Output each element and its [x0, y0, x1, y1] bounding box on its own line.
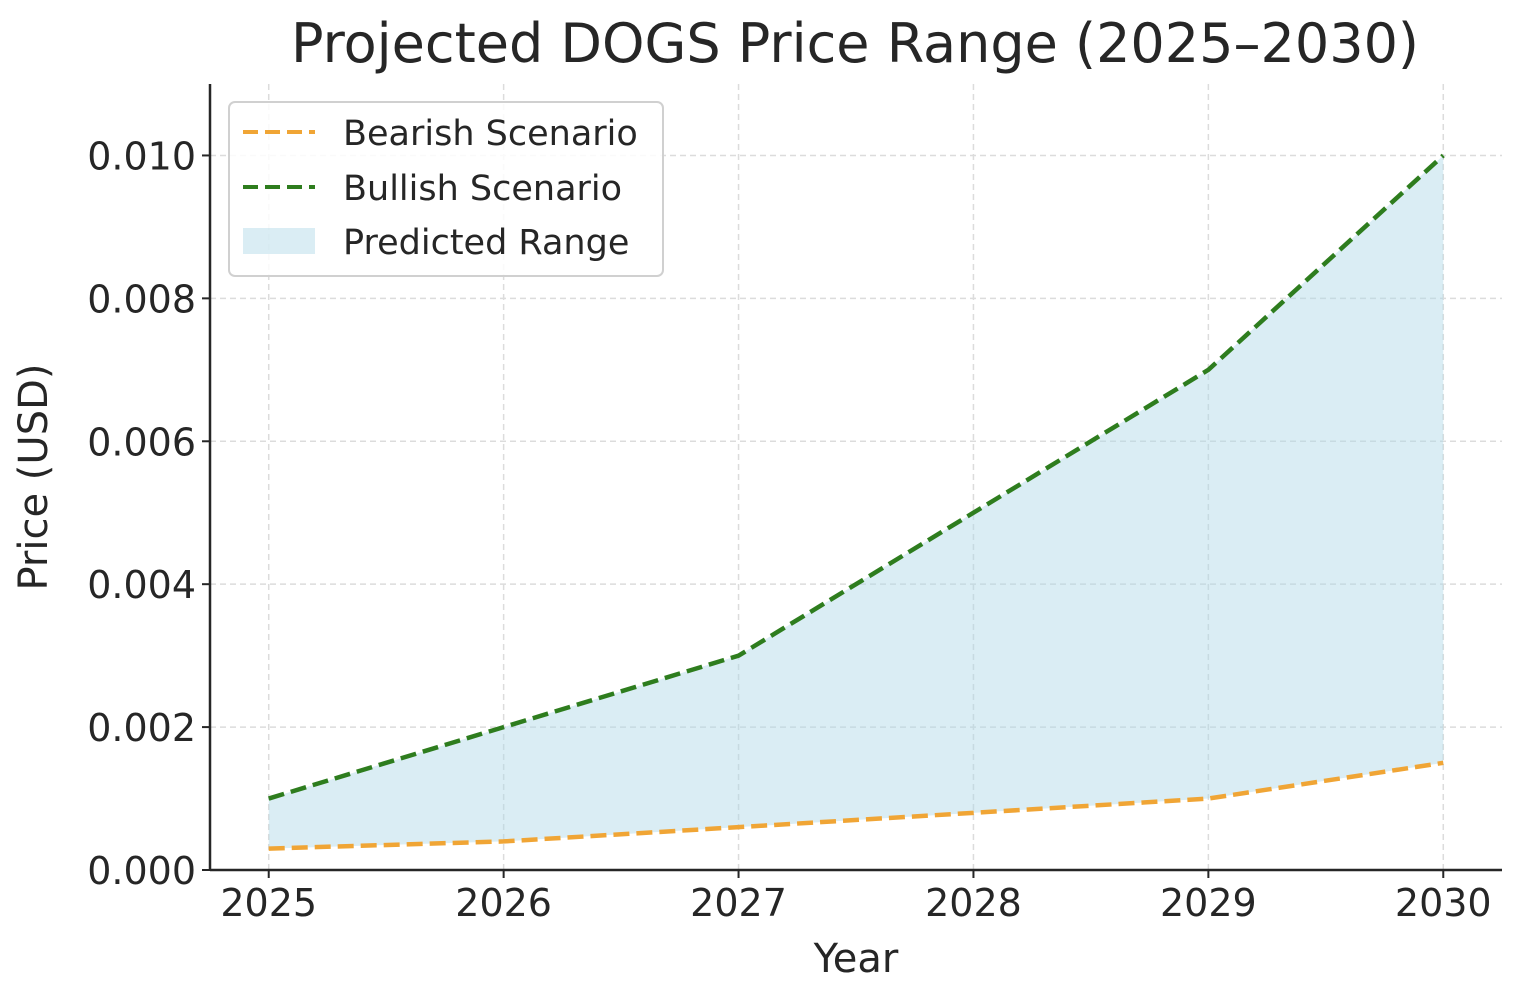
y-tick-label: 0.002: [87, 706, 196, 750]
y-tick-label: 0.010: [87, 134, 196, 178]
x-tick-label: 2027: [690, 881, 787, 925]
chart-title: Projected DOGS Price Range (2025–2030): [291, 12, 1419, 75]
axes: [208, 84, 1502, 872]
predicted-range-area: [268, 155, 1444, 849]
series-line-bearish: [268, 760, 1444, 851]
y-axis-label: Price (USD): [11, 364, 57, 591]
series-lines: [268, 153, 1445, 851]
legend-bullish-label: Bullish Scenario: [343, 169, 622, 209]
x-tick-label: 2026: [455, 881, 552, 925]
legend-range-label: Predicted Range: [343, 223, 629, 263]
ticks: 2025 2026 2027 2028 2029 2030 0.000 0.002 0.004 0…: [87, 134, 1491, 925]
legend-bearish-label: Bearish Scenario: [343, 114, 638, 154]
x-axis-label: Year: [813, 936, 899, 982]
legend-range-swatch: [243, 228, 315, 254]
x-tick-label: 2025: [220, 881, 317, 925]
legend-box: [228, 101, 664, 277]
x-tick-label: 2029: [1160, 881, 1257, 925]
y-tick-label: 0.006: [87, 420, 196, 464]
series-line-bullish: [268, 153, 1445, 801]
y-tick-label: 0.008: [87, 277, 196, 321]
x-tick-label: 2028: [925, 881, 1022, 925]
y-tick-label: 0.000: [87, 849, 196, 893]
legend: Bearish Scenario Bullish Scenario Predic…: [228, 101, 664, 277]
y-tick-label: 0.004: [87, 563, 196, 607]
x-tick-label: 2030: [1395, 881, 1492, 925]
